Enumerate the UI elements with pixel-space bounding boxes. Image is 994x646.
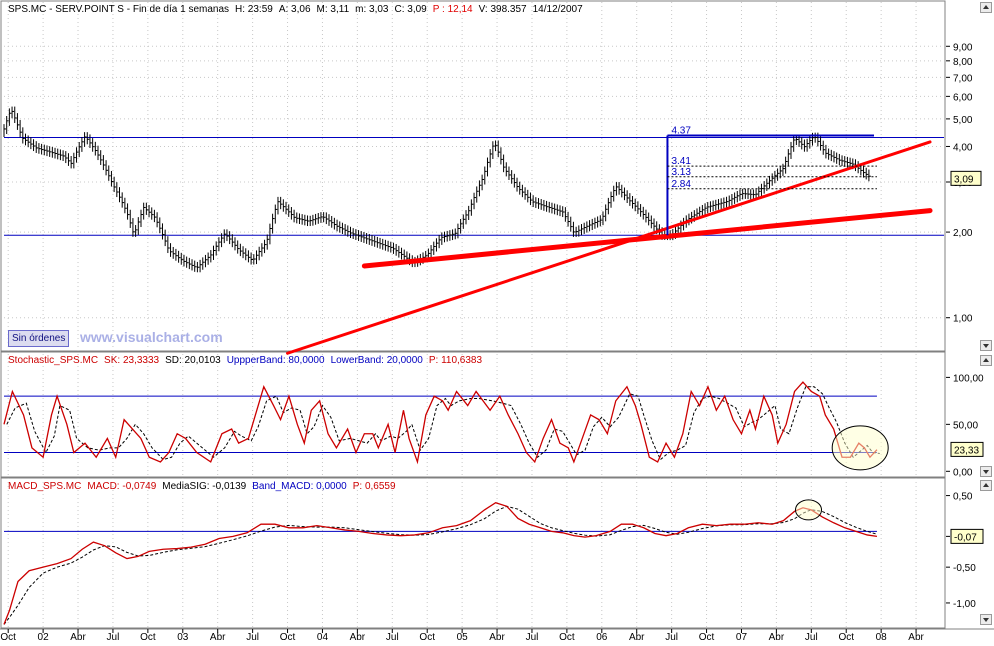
x-tick-label: 04 [317, 632, 329, 643]
x-tick-label: Jul [107, 632, 120, 643]
stochastic-panel-frame [0, 351, 946, 478]
stochastic-panel-scroll-up[interactable] [980, 355, 992, 366]
macd-highlight-ellipse [795, 499, 823, 521]
thick-trendline [361, 208, 933, 269]
price-tick-label: 4,00 [953, 142, 973, 153]
price-volume: V: 398.357 [478, 4, 527, 15]
x-tick-label: 08 [876, 632, 888, 643]
price-high: M: 3,11 [316, 4, 350, 15]
price-tick-label: 8,00 [953, 57, 973, 68]
stochastic-last-marker [950, 441, 984, 457]
x-tick-label: Abr [908, 632, 924, 643]
macd-panel-header: MACD_SPS.MC MACD: -0,0749 MediaSIG: -0,013… [8, 480, 402, 493]
macd-value: MACD: -0,0749 [87, 481, 157, 492]
stochastic-sk-line [3, 381, 878, 465]
x-tick-label: 06 [596, 632, 608, 643]
stochastic-tick-label: 0,00 [953, 467, 973, 478]
x-tick-label: 02 [38, 632, 50, 643]
stochastic-upper-band: UppperBand: 80,0000 [226, 355, 325, 366]
macd-tick-label: -0,50 [953, 563, 976, 574]
stochastic-highlight-ellipse [831, 425, 889, 471]
x-tick-label: Jul [805, 632, 818, 643]
x-tick-label: Oct [838, 632, 854, 643]
macd-panel-scroll-up[interactable] [980, 480, 992, 491]
stochastic-sd-line [6, 386, 880, 461]
retracement-label: 4.37 [671, 126, 691, 137]
orders-button[interactable]: Sin órdenes [8, 330, 70, 347]
price-date: 14/12/2007 [532, 4, 583, 15]
stochastic-panel-scroll-down[interactable] [980, 466, 992, 477]
x-tick-label: 03 [177, 632, 189, 643]
price-tick-label: 2,00 [953, 228, 973, 239]
x-tick-label: Abr [70, 632, 86, 643]
x-tick-label: Oct [280, 632, 296, 643]
macd-tick-label: 0,50 [953, 492, 973, 503]
price-symbol-name: SPS.MC - SERV.POINT S - Fin de día 1 sem… [8, 4, 230, 15]
price-tick-label: 9,00 [953, 42, 973, 53]
x-tick-label: Oct [559, 632, 575, 643]
macd-band: Band_MACD: 0,0000 [252, 481, 347, 492]
price-tick-label: 5,00 [953, 115, 973, 126]
x-tick-label: Oct [140, 632, 156, 643]
x-tick-label: 07 [736, 632, 748, 643]
retracement-label: 3.13 [671, 167, 691, 178]
price-tick-label: 6,00 [953, 92, 973, 103]
macd-line [3, 502, 878, 625]
price-time: H: 23:59 [235, 4, 273, 15]
macd-last-marker [950, 528, 984, 544]
macd-p: P: 0,6559 [352, 481, 396, 492]
stochastic-tick-label: 50,00 [953, 420, 978, 431]
macd-last-label: -0,07 [954, 532, 977, 543]
price-panel-scroll-down[interactable] [980, 340, 992, 351]
x-tick-label: Oct [0, 632, 16, 643]
last-price-marker [950, 170, 982, 186]
retracement-label: 3.41 [671, 156, 691, 167]
retracement-label: 2.84 [671, 179, 691, 190]
price-low: m: 3,03 [355, 4, 389, 15]
rising-trendline [286, 140, 932, 355]
price-tick-label: 7,00 [953, 73, 973, 84]
x-tick-label: Oct [699, 632, 715, 643]
stochastic-sk: SK: 23,3333 [104, 355, 160, 366]
price-panel-frame [0, 0, 946, 352]
macd-signal: MediaSIG: -0,0139 [162, 481, 247, 492]
x-tick-label: Abr [769, 632, 785, 643]
x-tick-label: Jul [526, 632, 539, 643]
macd-panel-scroll-down[interactable] [980, 614, 992, 625]
stochastic-lower-band: LowerBand: 20,0000 [330, 355, 423, 366]
stochastic-p: P: 110,6383 [428, 355, 483, 366]
last-price-label: 3,09 [954, 174, 974, 185]
price-panel-header: SPS.MC - SERV.POINT S - Fin de día 1 sem… [8, 3, 589, 16]
macd-panel-frame [0, 477, 946, 629]
price-close: C: 3,09 [394, 4, 427, 15]
price-open: A: 3,06 [278, 4, 311, 15]
x-tick-label: Abr [210, 632, 226, 643]
stochastic-tick-label: 100,00 [953, 373, 984, 384]
x-tick-label: Abr [489, 632, 505, 643]
price-tick-label: 1,00 [953, 314, 973, 325]
stochastic-panel-header: Stochastic_SPS.MC SK: 23,3333 SD: 20,0103 U… [8, 354, 488, 367]
x-tick-label: Jul [386, 632, 399, 643]
stochastic-name: Stochastic_SPS.MC [8, 355, 99, 366]
watermark-text: www.visualchart.com [80, 329, 223, 345]
x-tick-label: Oct [419, 632, 435, 643]
x-tick-label: Jul [665, 632, 678, 643]
macd-tick-label: -1,00 [953, 599, 976, 610]
price-percent: P : 12,14 [432, 4, 473, 15]
x-tick-label: Abr [350, 632, 366, 643]
x-tick-label: Jul [246, 632, 259, 643]
stochastic-last-label: 23,33 [954, 445, 979, 456]
stochastic-sd: SD: 20,0103 [165, 355, 221, 366]
price-panel-scroll-up[interactable] [980, 2, 992, 13]
x-tick-label: 05 [457, 632, 469, 643]
macd-name: MACD_SPS.MC [8, 481, 82, 492]
x-tick-label: Abr [629, 632, 645, 643]
